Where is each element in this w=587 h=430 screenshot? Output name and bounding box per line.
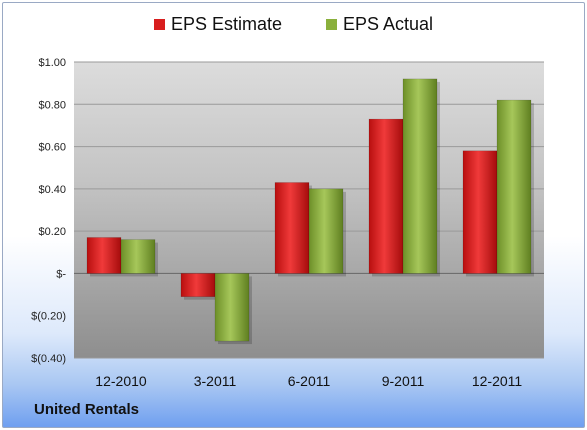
- legend: EPS Estimate EPS Actual: [0, 14, 587, 35]
- company-name: United Rentals: [34, 401, 140, 418]
- legend-swatch-actual: [325, 19, 337, 30]
- bar-eps-actual: [214, 273, 250, 342]
- bar-eps-actual: [120, 239, 156, 274]
- bar-eps-estimate: [180, 273, 216, 297]
- x-tick-label: 6-2011: [288, 373, 331, 389]
- x-tick-label: 9-2011: [382, 373, 425, 389]
- bar-eps-estimate: [274, 182, 310, 274]
- x-tick-label: 3-2011: [194, 373, 237, 389]
- bar-eps-actual: [402, 78, 438, 274]
- bar-eps-estimate: [86, 237, 122, 274]
- bar-eps-estimate: [368, 118, 404, 274]
- bar-eps-actual: [496, 99, 532, 274]
- y-tick-label: $-: [56, 268, 66, 280]
- x-tick-label: 12-2011: [472, 373, 523, 389]
- y-tick-label: $0.60: [38, 142, 66, 154]
- x-tick-label: 12-2010: [95, 373, 147, 389]
- y-tick-label: $0.20: [38, 226, 66, 238]
- y-tick-label: $(0.40): [31, 353, 66, 365]
- legend-swatch-estimate: [153, 19, 165, 30]
- y-tick-label: $1.00: [38, 57, 66, 69]
- legend-item-estimate: EPS Estimate: [153, 14, 282, 35]
- y-tick-label: $0.80: [38, 99, 66, 111]
- legend-label-estimate: EPS Estimate: [170, 14, 282, 34]
- y-tick-label: $(0.20): [31, 311, 66, 323]
- bar-eps-actual: [308, 188, 344, 274]
- legend-item-actual: EPS Actual: [325, 14, 434, 35]
- legend-label-actual: EPS Actual: [342, 14, 434, 34]
- y-tick-label: $0.40: [38, 184, 66, 196]
- bar-eps-estimate: [462, 150, 498, 274]
